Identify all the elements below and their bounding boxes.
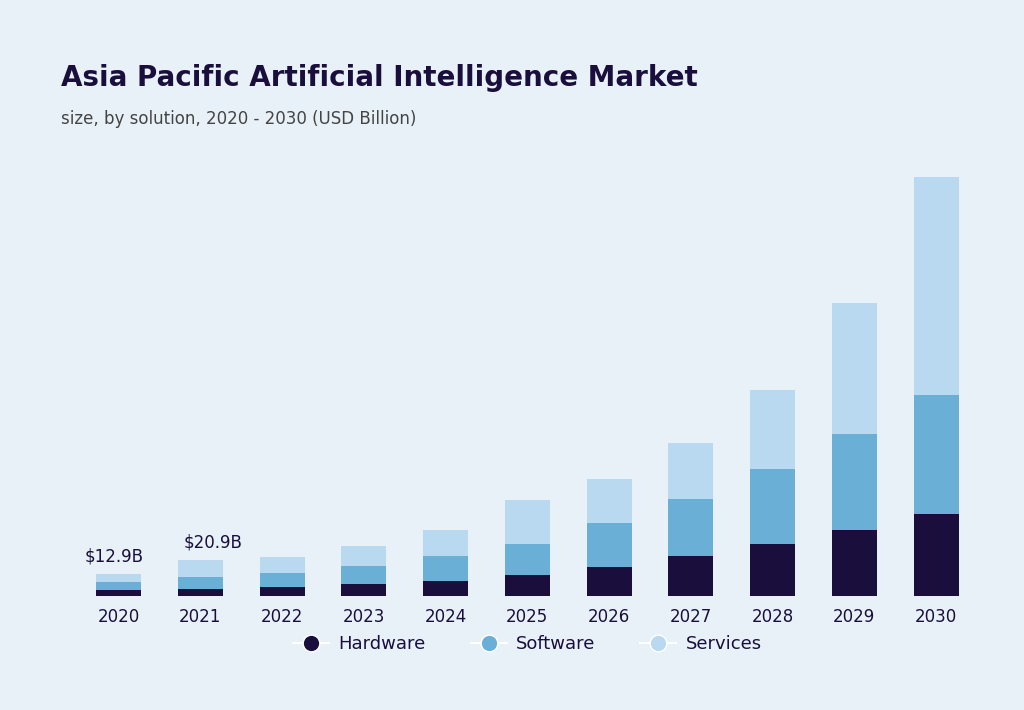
Bar <box>423 556 468 581</box>
Bar <box>96 582 141 590</box>
Legend: Hardware, Software, Services: Hardware, Software, Services <box>286 628 769 660</box>
Bar <box>423 530 468 556</box>
Text: $12.9B: $12.9B <box>85 547 144 565</box>
Bar <box>96 590 141 596</box>
Bar <box>587 523 632 567</box>
Bar <box>751 391 795 469</box>
Bar <box>913 395 958 514</box>
Bar <box>260 586 304 596</box>
Bar <box>178 589 223 596</box>
Bar <box>505 501 550 544</box>
Bar <box>669 498 714 556</box>
Bar <box>669 556 714 596</box>
Bar <box>669 442 714 498</box>
Bar <box>751 544 795 596</box>
Bar <box>260 557 304 573</box>
Bar <box>505 544 550 575</box>
Text: size, by solution, 2020 - 2030 (USD Billion): size, by solution, 2020 - 2030 (USD Bill… <box>61 110 417 129</box>
Bar <box>831 302 877 434</box>
Bar <box>751 469 795 544</box>
Bar <box>341 584 386 596</box>
Bar <box>178 560 223 577</box>
Bar <box>341 546 386 566</box>
Bar <box>587 567 632 596</box>
Bar <box>96 574 141 582</box>
Text: $20.9B: $20.9B <box>183 533 242 551</box>
Bar <box>505 575 550 596</box>
Bar <box>913 514 958 596</box>
Bar <box>831 530 877 596</box>
Bar <box>178 577 223 589</box>
Bar <box>423 581 468 596</box>
Bar <box>260 573 304 586</box>
Text: Asia Pacific Artificial Intelligence Market: Asia Pacific Artificial Intelligence Mar… <box>61 65 698 92</box>
Bar <box>913 177 958 395</box>
Bar <box>587 479 632 523</box>
Bar <box>341 566 386 584</box>
Bar <box>831 434 877 530</box>
